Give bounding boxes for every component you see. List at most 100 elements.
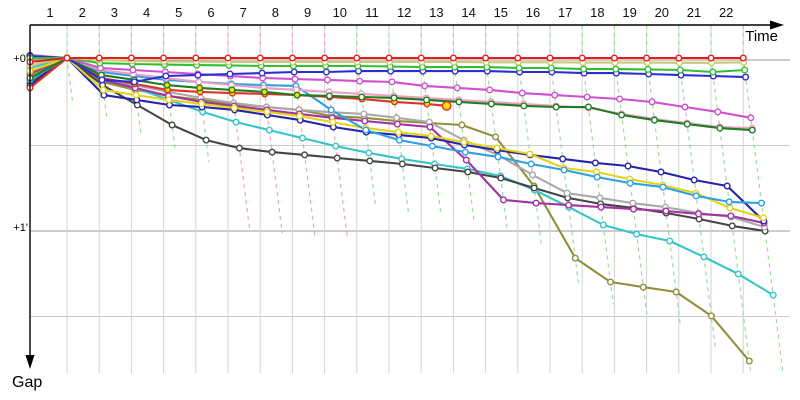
- marker-car-yellow: [427, 132, 435, 140]
- marker-car-navy: [690, 176, 698, 184]
- lap-tick-11: 11: [365, 5, 379, 20]
- marker-car-yellow: [759, 214, 767, 222]
- marker-car-yellow: [165, 96, 173, 104]
- marker-car-blue: [322, 68, 330, 76]
- lap-tick-19: 19: [622, 5, 636, 20]
- marker-car-red-retired: [441, 101, 452, 111]
- series-line-car-red-retired: [29, 56, 447, 107]
- marker-car-magenta: [421, 82, 429, 90]
- marker-car-red-leader: [63, 54, 71, 62]
- marker-car-red-leader: [417, 54, 425, 62]
- marker-car-cyan: [633, 230, 641, 238]
- marker-car-red-leader: [610, 54, 618, 62]
- marker-car-purple: [462, 156, 470, 164]
- marker-car-pink: [195, 78, 203, 86]
- marker-car-red-leader: [707, 54, 715, 62]
- marker-car-navy: [624, 162, 632, 170]
- marker-car-red-leader: [127, 54, 135, 62]
- marker-car-yellow: [394, 128, 402, 136]
- marker-car-yellow: [526, 150, 534, 158]
- x-axis-title: Time: [745, 28, 778, 45]
- lap-tick-20: 20: [655, 5, 669, 20]
- marker-car-yellow: [493, 144, 501, 152]
- marker-car-green: [644, 65, 652, 73]
- marker-car-green: [515, 64, 523, 72]
- marker-car-green: [676, 66, 684, 74]
- marker-car-magenta: [453, 84, 461, 92]
- marker-car-darkgreen: [748, 126, 756, 134]
- lap-tick-2: 2: [79, 5, 86, 20]
- marker-car-purple: [500, 196, 508, 204]
- marker-car-red-leader: [578, 54, 586, 62]
- marker-car-magenta: [356, 77, 364, 85]
- marker-car-cyan: [769, 291, 777, 299]
- marker-car-darkgreen: [423, 96, 431, 104]
- marker-car-green: [547, 64, 555, 72]
- marker-car-cyan: [365, 149, 373, 157]
- marker-car-blue: [290, 68, 298, 76]
- marker-car-green: [709, 68, 717, 76]
- marker-car-lightblue: [593, 173, 601, 181]
- horizontal-gridlines: [30, 59, 790, 317]
- series-markers: [26, 51, 777, 365]
- marker-car-magenta: [129, 66, 137, 74]
- marker-car-magenta: [583, 93, 591, 101]
- marker-car-yellow: [230, 104, 238, 112]
- marker-car-olive: [607, 278, 615, 286]
- marker-car-gray: [360, 110, 368, 118]
- lap-tick-8: 8: [272, 5, 279, 20]
- marker-car-olive: [745, 357, 753, 365]
- marker-car-blue: [130, 78, 138, 86]
- y-axis-title: Gap: [12, 374, 43, 391]
- marker-car-blue: [98, 76, 106, 84]
- marker-car-darkgreen: [552, 103, 560, 111]
- marker-car-darkgreen: [455, 98, 463, 106]
- marker-car-black: [301, 151, 309, 159]
- marker-car-navy: [591, 159, 599, 167]
- marker-car-blue: [162, 72, 170, 80]
- marker-car-magenta: [323, 76, 331, 84]
- marker-car-darkgreen: [716, 124, 724, 132]
- marker-car-magenta: [747, 114, 755, 122]
- marker-car-lightblue: [692, 192, 700, 200]
- marker-car-yellow: [132, 91, 140, 99]
- marker-car-red-leader: [353, 54, 361, 62]
- marker-car-lightblue: [626, 179, 634, 187]
- marker-car-darkgreen: [650, 116, 658, 124]
- marker-car-magenta: [518, 89, 526, 97]
- marker-car-magenta: [616, 95, 624, 103]
- lap-tick-14: 14: [461, 5, 475, 20]
- marker-car-black: [530, 184, 538, 192]
- lap-tick-4: 4: [143, 5, 150, 20]
- marker-car-magenta: [714, 108, 722, 116]
- marker-car-red-leader: [160, 54, 168, 62]
- marker-car-darkgreen: [358, 93, 366, 101]
- marker-car-yellow: [460, 138, 468, 146]
- marker-car-black: [728, 222, 736, 230]
- marker-car-red-leader: [288, 54, 296, 62]
- marker-car-olive: [458, 121, 466, 129]
- marker-car-black: [168, 121, 176, 129]
- marker-car-magenta: [486, 86, 494, 94]
- marker-car-red-leader: [95, 54, 103, 62]
- marker-car-darkgreen: [584, 103, 592, 111]
- marker-car-red-leader: [256, 54, 264, 62]
- lap-tick-10: 10: [333, 5, 347, 20]
- marker-car-magenta: [551, 91, 559, 99]
- marker-car-lightblue: [395, 136, 403, 144]
- y-tick-plus0: +0': [13, 53, 28, 65]
- marker-car-red-leader: [546, 54, 554, 62]
- lap-tick-13: 13: [429, 5, 443, 20]
- marker-car-green: [580, 65, 588, 73]
- lap-tick-9: 9: [304, 5, 311, 20]
- marker-car-lightblue: [527, 160, 535, 168]
- marker-car-cyan: [265, 126, 273, 134]
- marker-car-olive: [707, 312, 715, 320]
- marker-car-cyan: [700, 253, 708, 261]
- lap-tick-16: 16: [526, 5, 540, 20]
- marker-car-olive: [672, 288, 680, 296]
- marker-car-blue: [258, 69, 266, 77]
- marker-car-lightblue: [560, 166, 568, 174]
